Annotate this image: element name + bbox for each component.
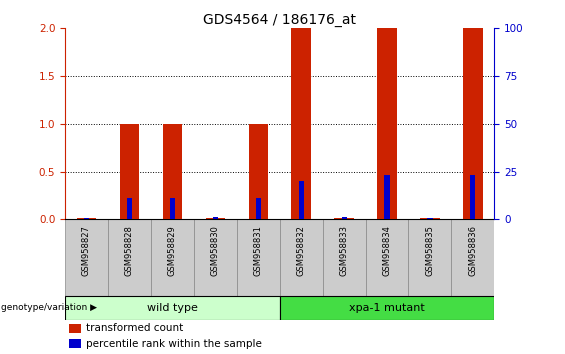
Bar (384, 175, 390, 219)
Text: GSM958833: GSM958833 (340, 225, 349, 276)
Bar (463, 28, 483, 219)
Bar (408, 219, 451, 296)
Bar (69, 339, 81, 348)
Bar (420, 218, 440, 219)
Bar (194, 219, 237, 296)
Bar (292, 28, 311, 219)
Bar (77, 218, 96, 219)
Text: xpa-1 mutant: xpa-1 mutant (349, 303, 425, 313)
Bar (427, 218, 433, 219)
Bar (127, 199, 132, 219)
Bar (212, 217, 218, 219)
Bar (249, 124, 268, 219)
Bar (470, 175, 476, 219)
Bar (206, 218, 225, 219)
Text: GSM958829: GSM958829 (168, 225, 177, 275)
Bar (163, 124, 182, 219)
Text: GSM958827: GSM958827 (82, 225, 91, 276)
Text: genotype/variation ▶: genotype/variation ▶ (1, 303, 97, 313)
Text: GSM958835: GSM958835 (425, 225, 434, 276)
Bar (341, 217, 347, 219)
Bar (451, 219, 494, 296)
Bar (377, 28, 397, 219)
Bar (69, 324, 81, 333)
Bar (65, 219, 108, 296)
Text: GSM958832: GSM958832 (297, 225, 306, 276)
Text: wild type: wild type (147, 303, 198, 313)
Text: transformed count: transformed count (86, 324, 184, 333)
Text: GSM958828: GSM958828 (125, 225, 134, 276)
Title: GDS4564 / 186176_at: GDS4564 / 186176_at (203, 13, 356, 27)
Bar (108, 219, 151, 296)
Text: GSM958831: GSM958831 (254, 225, 263, 276)
Bar (84, 218, 89, 219)
Bar (65, 296, 280, 320)
Bar (120, 124, 139, 219)
Bar (280, 219, 323, 296)
Text: GSM958830: GSM958830 (211, 225, 220, 276)
Bar (334, 218, 354, 219)
Bar (237, 219, 280, 296)
Bar (280, 296, 494, 320)
Bar (170, 199, 175, 219)
Bar (298, 181, 304, 219)
Text: percentile rank within the sample: percentile rank within the sample (86, 338, 262, 349)
Text: GSM958834: GSM958834 (383, 225, 392, 276)
Bar (366, 219, 408, 296)
Bar (151, 219, 194, 296)
Bar (255, 199, 261, 219)
Text: GSM958836: GSM958836 (468, 225, 477, 276)
Bar (323, 219, 366, 296)
